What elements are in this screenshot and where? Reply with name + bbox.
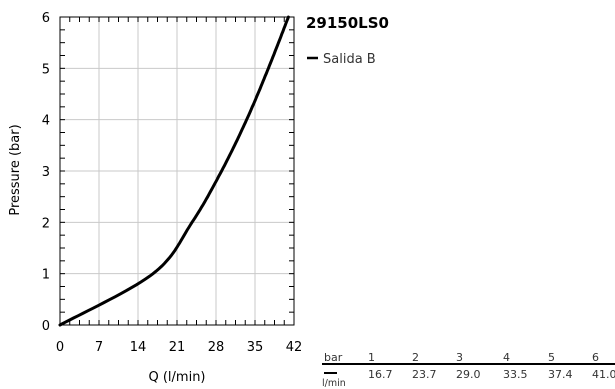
x-tick-label: 28 — [208, 340, 225, 355]
series-line-salida-b — [58, 15, 290, 327]
table-row-label: bar — [324, 351, 343, 364]
table-cell: 23.7 — [412, 368, 437, 381]
y-tick-label: 5 — [42, 62, 50, 77]
grid — [59, 16, 295, 326]
legend-label-salida-b: Salida B — [323, 52, 376, 67]
table-column-header: 3 — [456, 351, 463, 364]
plot-frame — [59, 16, 295, 326]
table-cell: 16.7 — [368, 368, 393, 381]
y-tick-label: 6 — [42, 11, 50, 26]
table-unit-label: l/min — [322, 378, 346, 389]
x-tick-label: 35 — [247, 340, 264, 355]
chart-title: 29150LS0 — [306, 14, 389, 32]
x-tick-label: 21 — [169, 340, 186, 355]
y-tick-label: 1 — [42, 268, 50, 283]
table-cell: 33.5 — [503, 368, 528, 381]
y-tick-labels: 0 1 2 3 4 5 6 — [42, 11, 50, 334]
y-tick-label: 4 — [42, 114, 50, 129]
table-column-header: 1 — [368, 351, 375, 364]
x-tick-label: 42 — [286, 340, 303, 355]
minor-ticks — [59, 16, 295, 326]
y-axis-title: Pressure (bar) — [8, 124, 23, 215]
table-column-header: 6 — [592, 351, 599, 364]
y-tick-label: 3 — [42, 165, 50, 180]
x-tick-label: 7 — [95, 340, 103, 355]
x-tick-labels: 0 7 14 21 28 35 42 — [56, 340, 302, 355]
table-cell: 29.0 — [456, 368, 481, 381]
x-tick-label: 14 — [130, 340, 147, 355]
table-column-header: 2 — [412, 351, 419, 364]
table-column-header: 5 — [548, 351, 555, 364]
data-table: bar l/min 1 2 3 4 5 6 16.7 23.7 29.0 33.5 37.4 41.0 — [322, 351, 615, 389]
x-tick-label: 0 — [56, 340, 64, 355]
y-tick-label: 2 — [42, 216, 50, 231]
table-column-header: 4 — [503, 351, 510, 364]
x-axis-title: Q (l/min) — [148, 370, 205, 385]
y-tick-label: 0 — [42, 319, 50, 334]
table-cell: 37.4 — [548, 368, 573, 381]
table-cell: 41.0 — [592, 368, 615, 381]
